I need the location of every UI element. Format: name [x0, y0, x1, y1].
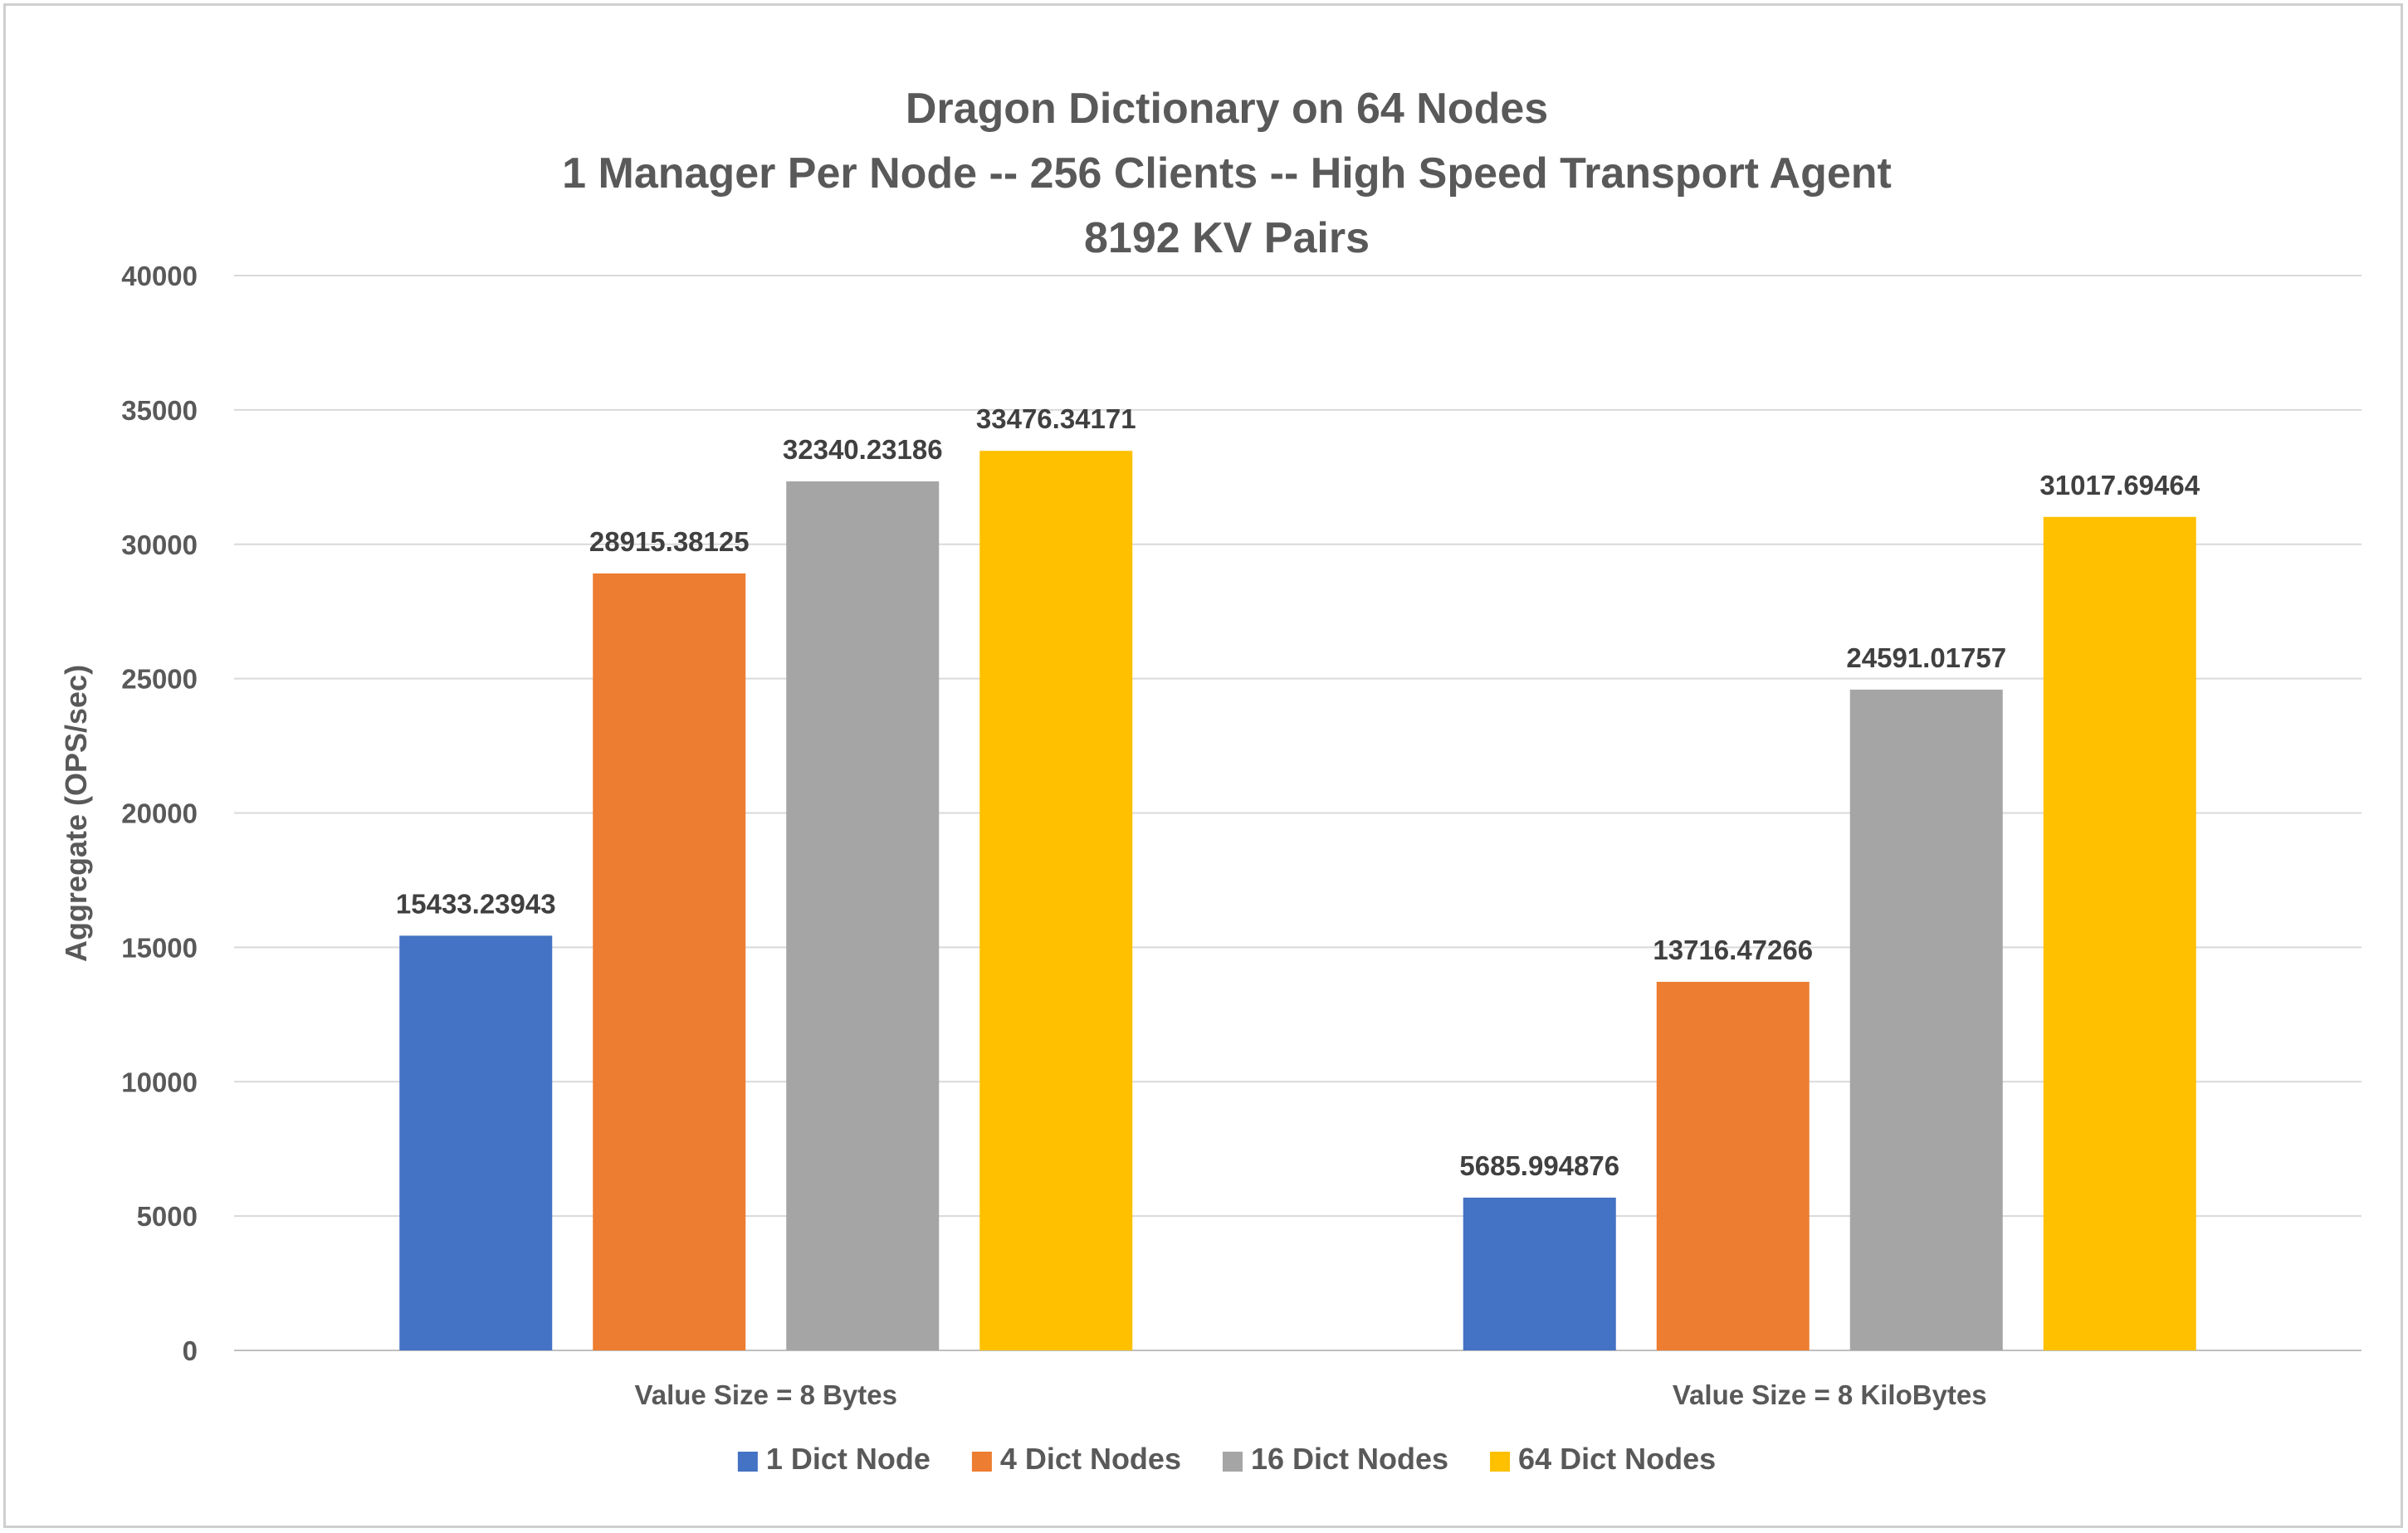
- y-tick-label: 40000: [121, 261, 198, 291]
- y-tick-label: 5000: [137, 1201, 198, 1232]
- y-tick-label: 10000: [121, 1067, 198, 1097]
- legend-label: 1 Dict Node: [766, 1442, 930, 1476]
- y-axis-title: Aggregate (OPS/sec): [59, 665, 93, 962]
- data-labels: 15433.23943 28915.38125 32340.23186 33476.3…: [396, 403, 2200, 1181]
- x-axis-category-labels: Value Size = 8 Bytes Value Size = 8 KiloB…: [635, 1379, 1987, 1410]
- legend-swatch: [1222, 1452, 1243, 1472]
- legend-label: 16 Dict Nodes: [1251, 1442, 1448, 1476]
- data-label: 13716.47266: [1653, 935, 1813, 965]
- legend-swatch: [1490, 1452, 1511, 1472]
- legend-swatch: [971, 1452, 992, 1472]
- y-tick-label: 35000: [121, 395, 198, 426]
- x-category-label: Value Size = 8 KiloBytes: [1673, 1379, 1987, 1410]
- data-label: 33476.34171: [976, 403, 1136, 434]
- bar-4-dict-nodes-2: [1656, 981, 1810, 1350]
- chart-title-line-1: Dragon Dictionary on 64 Nodes: [906, 85, 1548, 133]
- chart-title-line-2: 1 Manager Per Node -- 256 Clients -- Hig…: [562, 149, 1892, 198]
- chart-title: Dragon Dictionary on 64 Nodes 1 Manager …: [562, 85, 1892, 262]
- gridlines: [234, 275, 2362, 1351]
- bar-16-dict-nodes-1: [786, 481, 940, 1350]
- y-tick-label: 20000: [121, 798, 198, 829]
- data-label: 15433.23943: [396, 888, 556, 919]
- bar-1-dict-node-1: [399, 935, 553, 1350]
- legend-swatch: [737, 1452, 758, 1472]
- y-axis-tick-labels: 0 5000 10000 15000 20000 25000 30000 35000 40000: [121, 261, 198, 1366]
- data-label: 28915.38125: [589, 526, 750, 557]
- x-category-label: Value Size = 8 Bytes: [635, 1379, 897, 1410]
- bar-64-dict-nodes-1: [979, 451, 1133, 1351]
- legend-label: 4 Dict Nodes: [1000, 1442, 1181, 1476]
- bar-4-dict-nodes-1: [593, 573, 746, 1350]
- bars: [399, 451, 2196, 1351]
- y-tick-label: 0: [183, 1335, 198, 1366]
- data-label: 24591.01757: [1846, 642, 2006, 673]
- bar-64-dict-nodes-2: [2043, 516, 2196, 1350]
- data-label: 31017.69464: [2039, 470, 2200, 500]
- chart-title-line-3: 8192 KV Pairs: [1084, 214, 1370, 262]
- data-label: 32340.23186: [783, 434, 943, 465]
- bar-1-dict-node-2: [1463, 1197, 1616, 1350]
- y-tick-label: 15000: [121, 932, 198, 963]
- y-tick-label: 25000: [121, 664, 198, 695]
- data-label: 5685.994876: [1459, 1150, 1619, 1181]
- legend-label: 64 Dict Nodes: [1518, 1442, 1716, 1476]
- y-tick-label: 30000: [121, 530, 198, 560]
- legend: 1 Dict Node 4 Dict Nodes 16 Dict Nodes 64 D…: [737, 1442, 1716, 1476]
- bar-16-dict-nodes-2: [1849, 689, 2003, 1350]
